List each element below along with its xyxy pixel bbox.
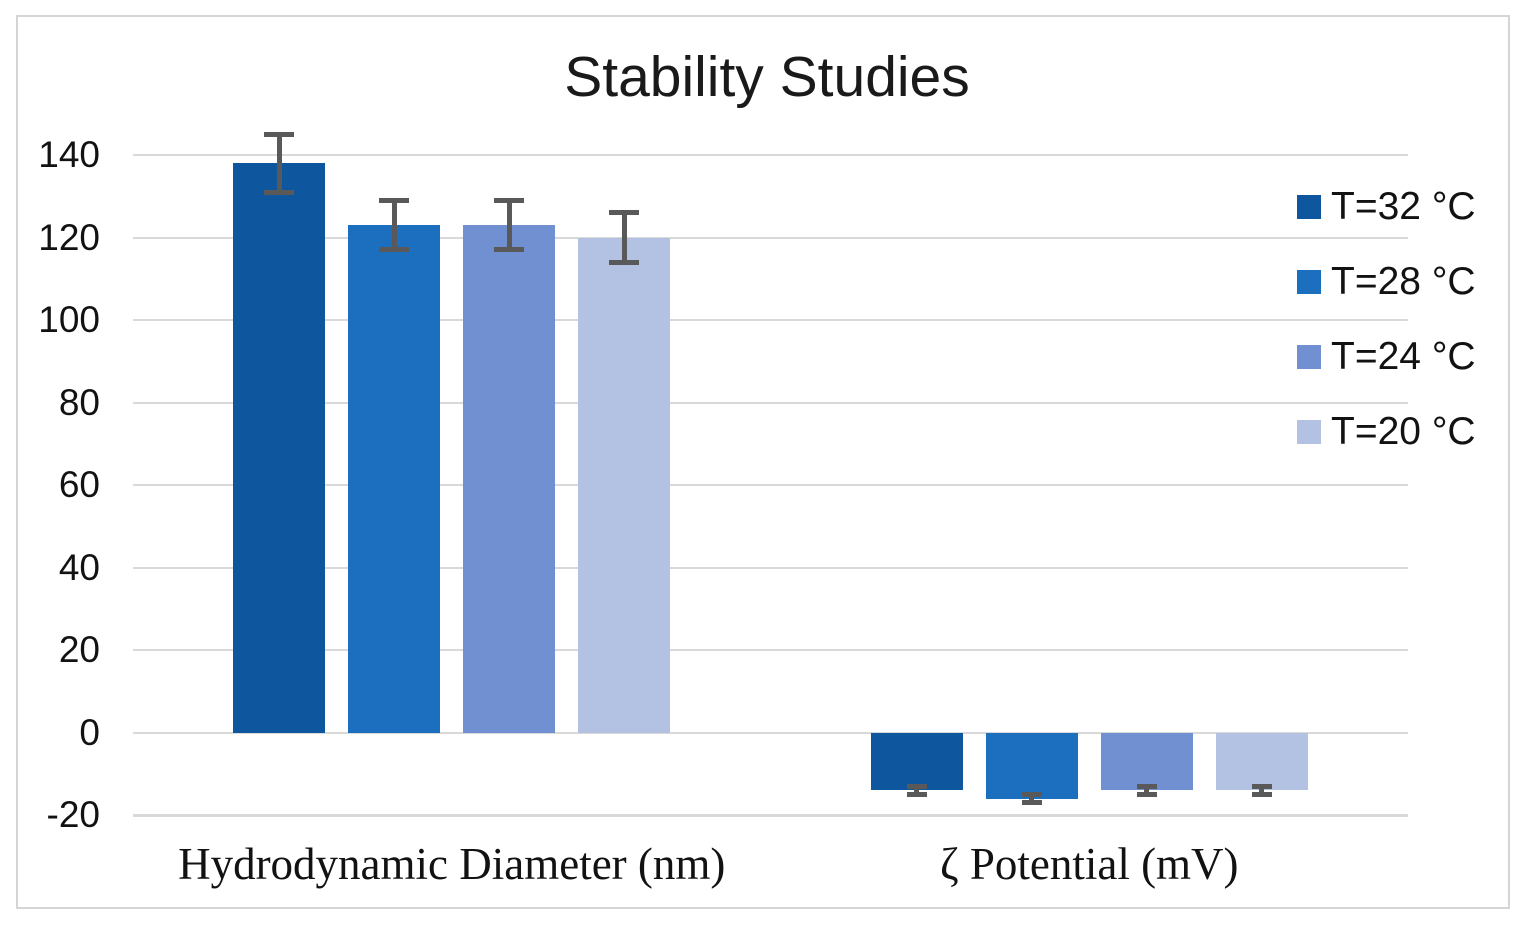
gridline [133, 319, 1408, 321]
error-bar-line [1259, 786, 1265, 795]
legend-label: T=32 °C [1331, 185, 1476, 228]
legend-label: T=20 °C [1331, 410, 1476, 453]
y-tick-label: 40 [58, 546, 100, 588]
gridline [133, 236, 1408, 239]
error-bar-cap [379, 247, 410, 253]
error-bar-cap [906, 791, 927, 797]
error-bar-cap [264, 131, 295, 137]
category-label: Hydrodynamic Diameter (nm) [178, 839, 726, 889]
gridline [133, 649, 1408, 651]
figure-border [16, 15, 1510, 909]
error-bar-cap [1021, 791, 1042, 797]
gridline [133, 484, 1408, 486]
legend-entry: T=20 °C [1297, 410, 1476, 453]
y-tick-label: 60 [58, 464, 100, 505]
error-bar-cap [1021, 800, 1042, 806]
bar-T28C-cat1 [985, 732, 1078, 799]
y-tick-label: 100 [38, 299, 100, 340]
legend-swatch-icon [1297, 345, 1321, 369]
error-bar-line [1029, 794, 1035, 803]
legend-label: T=28 °C [1331, 260, 1476, 303]
gridline [133, 154, 1408, 156]
error-bar-cap [609, 210, 640, 216]
gridline [133, 401, 1408, 404]
bar-T24C-cat1 [1100, 732, 1193, 791]
error-bar-line [914, 786, 920, 795]
bar-T32C-cat1 [870, 732, 963, 791]
bar-T24C-cat0 [463, 225, 556, 733]
error-bar-line [506, 200, 512, 250]
error-bar-cap [609, 259, 640, 265]
error-bar-cap [1136, 783, 1157, 789]
legend-swatch-icon [1297, 195, 1321, 219]
legend-label: T=24 °C [1331, 335, 1476, 378]
chart-title: Stability Studies [564, 45, 970, 109]
error-bar-line [621, 212, 627, 263]
y-tick-label: 80 [58, 381, 100, 423]
bar-T32C-cat0 [233, 163, 326, 733]
y-tick-label: 20 [58, 629, 100, 670]
legend-swatch-icon [1297, 420, 1321, 444]
y-tick-label: 0 [79, 711, 100, 753]
gridline [133, 566, 1408, 569]
bar-T28C-cat0 [348, 225, 441, 733]
legend-entry: T=28 °C [1297, 260, 1476, 303]
error-bar-cap [1251, 791, 1272, 797]
error-bar-cap [494, 197, 525, 203]
legend-entry: T=24 °C [1297, 335, 1476, 378]
error-bar-line [1144, 786, 1150, 795]
bar-T20C-cat1 [1215, 732, 1308, 791]
y-tick-label: 140 [38, 134, 100, 175]
error-bar-cap [1136, 791, 1157, 797]
error-bar-cap [906, 783, 927, 789]
error-bar-line [276, 134, 282, 193]
y-tick-label: -20 [46, 794, 100, 835]
legend-entry: T=32 °C [1297, 185, 1476, 228]
error-bar-cap [494, 247, 525, 253]
error-bar-cap [379, 197, 410, 203]
gridline [133, 731, 1408, 734]
bar-T20C-cat0 [578, 237, 671, 733]
error-bar-cap [264, 189, 295, 195]
legend: T=32 °C T=28 °C T=24 °C T=20 °C [1297, 185, 1476, 453]
gridline [133, 814, 1408, 817]
legend-swatch-icon [1297, 270, 1321, 294]
error-bar-cap [1251, 783, 1272, 789]
y-tick-label: 120 [38, 216, 100, 258]
category-label: ζ Potential (mV) [939, 839, 1239, 889]
error-bar-line [391, 200, 397, 250]
